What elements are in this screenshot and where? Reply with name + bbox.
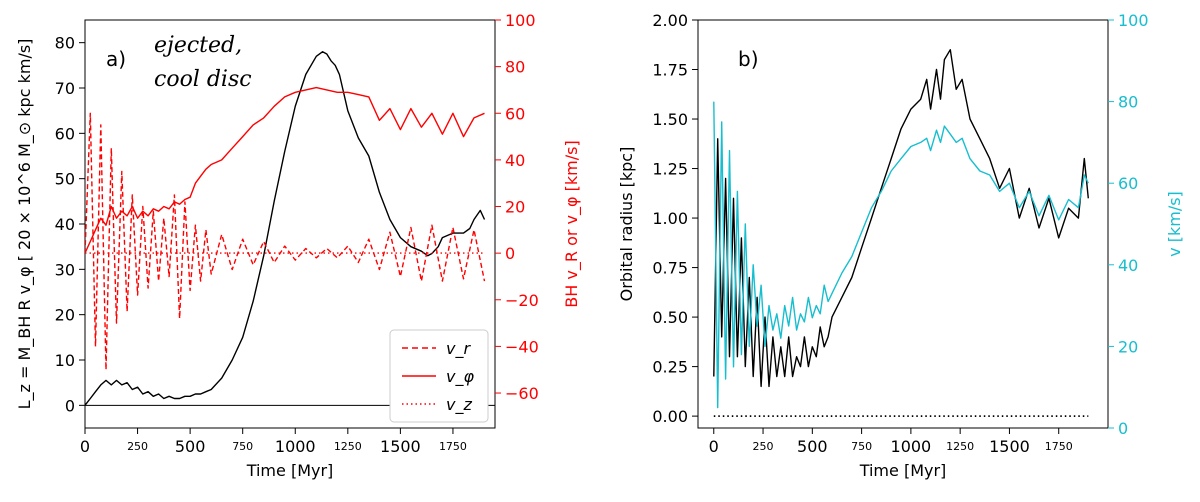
panel-b-y-ticks-left: 0.00 0.25 0.50 0.75 1.00 1.25 1.50 1.75 2.00 xyxy=(652,11,698,426)
y-left-tick-label: 1.00 xyxy=(652,209,688,228)
x-tick-label: 500 xyxy=(175,437,206,456)
y-left-tick-label: 20 xyxy=(55,306,75,325)
x-minor-tick-label: 250 xyxy=(127,440,148,453)
panel-b-y-ticks-right: 0 20 40 60 80 100 xyxy=(1108,11,1149,438)
panel-a-x-label: Time [Myr] xyxy=(246,461,334,480)
y-left-tick-label: 0.25 xyxy=(652,358,688,377)
series-v-phi xyxy=(85,86,485,254)
legend-vz-label: v_z xyxy=(446,395,472,415)
panel-b-x-ticks: 0 500 1000 1500 250 750 1250 1750 xyxy=(709,428,1073,456)
x-minor-tick-label: 750 xyxy=(232,440,253,453)
y-left-tick-label: 60 xyxy=(55,124,75,143)
y-left-tick-label: 1.25 xyxy=(652,160,688,179)
y-right-tick-label: 60 xyxy=(1118,174,1138,193)
panel-a-y-ticks-right: −60 −40 −20 0 20 40 60 80 100 xyxy=(495,11,539,403)
panel-a-y-label-left: L_z = M_BH R v_φ [ 20 × 10^6 M_⊙ kpc km/… xyxy=(15,39,35,410)
y-right-tick-label: 80 xyxy=(505,58,525,77)
panel-b-y-label-left: Orbital radius [kpc] xyxy=(617,147,636,302)
y-right-tick-label: 20 xyxy=(505,198,525,217)
y-left-tick-label: 10 xyxy=(55,351,75,370)
y-right-tick-label: 100 xyxy=(1118,11,1149,30)
y-left-tick-label: 0 xyxy=(65,396,75,415)
y-left-tick-label: 50 xyxy=(55,170,75,189)
y-left-tick-label: 0.50 xyxy=(652,308,688,327)
series-l-z xyxy=(85,51,486,406)
y-left-tick-label: 70 xyxy=(55,79,75,98)
x-tick-label: 1000 xyxy=(275,437,316,456)
annotation-line-1: ejected, xyxy=(154,33,242,58)
y-right-tick-label: 0 xyxy=(1118,419,1128,438)
annotation-line-2: cool disc xyxy=(154,67,252,92)
y-left-tick-label: 1.50 xyxy=(652,110,688,129)
x-tick-label: 0 xyxy=(80,437,90,456)
panel-b-y-label-right: v [km/s] xyxy=(1165,191,1184,257)
panel-a-label: a) xyxy=(106,47,126,71)
x-minor-tick-label: 1250 xyxy=(946,440,974,453)
y-right-tick-label: −20 xyxy=(505,291,539,310)
x-minor-tick-label: 750 xyxy=(851,440,872,453)
panel-a-y-ticks-left: 0 10 20 30 40 50 60 70 80 xyxy=(55,34,85,415)
y-right-tick-label: −60 xyxy=(505,384,539,403)
series-v xyxy=(713,101,1089,409)
y-left-tick-label: 40 xyxy=(55,215,75,234)
x-tick-label: 1500 xyxy=(380,437,421,456)
panel-b-series xyxy=(713,49,1089,418)
y-right-tick-label: 20 xyxy=(1118,337,1138,356)
y-right-tick-label: 60 xyxy=(505,104,525,123)
y-right-tick-label: 0 xyxy=(505,244,515,263)
series-orbital-radius xyxy=(713,49,1089,388)
y-right-tick-label: 40 xyxy=(505,151,525,170)
y-left-tick-label: 0.75 xyxy=(652,259,688,278)
x-minor-tick-label: 1250 xyxy=(334,440,362,453)
panel-a-y-label-right: BH v_R or v_φ [km/s] xyxy=(562,140,582,307)
y-left-tick-label: 1.75 xyxy=(652,61,688,80)
x-tick-label: 500 xyxy=(797,437,828,456)
y-left-tick-label: 0.00 xyxy=(652,407,688,426)
y-right-tick-label: 100 xyxy=(505,11,536,30)
x-tick-label: 1500 xyxy=(989,437,1030,456)
x-minor-tick-label: 250 xyxy=(753,440,774,453)
panel-a-legend: v_r v_φ v_z xyxy=(389,329,489,423)
panel-b-label: b) xyxy=(738,47,759,71)
y-left-tick-label: 30 xyxy=(55,260,75,279)
y-left-tick-label: 80 xyxy=(55,34,75,53)
panel-b-frame xyxy=(697,19,1109,429)
y-right-tick-label: 40 xyxy=(1118,256,1138,275)
panel-a-x-ticks: 0 500 1000 1500 250 750 1250 1750 xyxy=(80,428,467,456)
x-tick-label: 0 xyxy=(709,437,719,456)
y-left-tick-label: 2.00 xyxy=(652,11,688,30)
x-tick-label: 1000 xyxy=(891,437,932,456)
legend-vr-label: v_r xyxy=(446,339,471,359)
legend-box xyxy=(389,329,489,423)
legend-vphi-label: v_φ xyxy=(446,367,474,387)
y-right-tick-label: −40 xyxy=(505,337,539,356)
x-minor-tick-label: 1750 xyxy=(1045,440,1073,453)
panel-b-x-label: Time [Myr] xyxy=(859,461,947,480)
x-minor-tick-label: 1750 xyxy=(439,440,467,453)
y-right-tick-label: 80 xyxy=(1118,93,1138,112)
